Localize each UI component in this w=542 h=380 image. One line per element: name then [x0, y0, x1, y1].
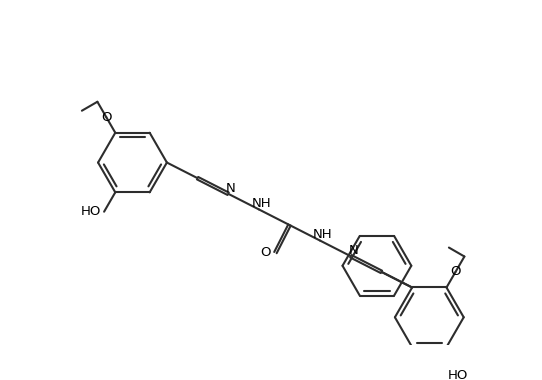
Text: NH: NH: [252, 197, 272, 210]
Text: HO: HO: [448, 369, 468, 380]
Text: HO: HO: [81, 205, 101, 218]
Text: NH: NH: [313, 228, 333, 241]
Text: N: N: [226, 182, 236, 195]
Text: O: O: [101, 111, 112, 124]
Text: O: O: [450, 266, 461, 279]
Text: N: N: [349, 244, 359, 257]
Text: O: O: [260, 246, 271, 259]
